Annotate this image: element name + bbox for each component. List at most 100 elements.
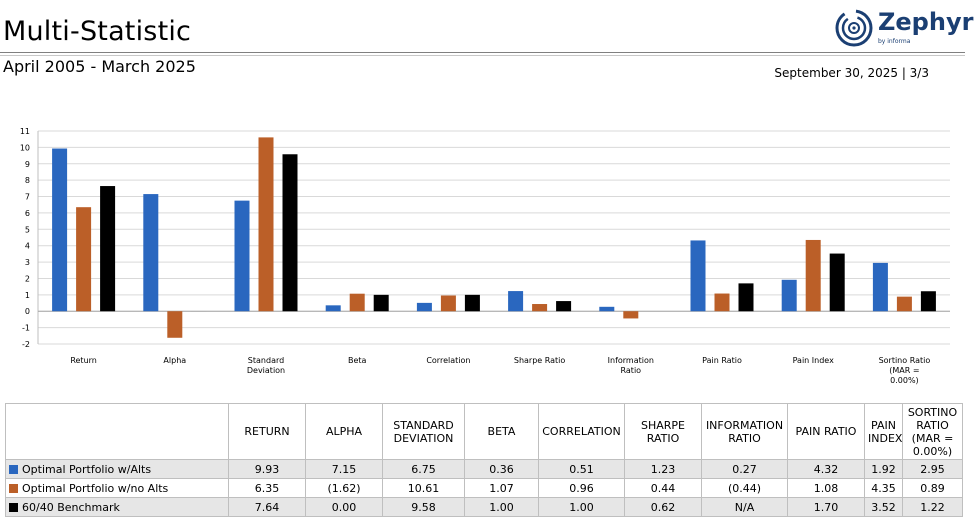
logo-subtitle: by informa (878, 38, 911, 45)
x-tick-label: Ratio (621, 366, 642, 375)
table-cell: 1.70 (787, 497, 865, 517)
table-cell: 9.93 (228, 459, 306, 479)
row-label: Optimal Portfolio w/Alts (5, 459, 229, 479)
x-tick-label: Information (608, 356, 654, 365)
y-tick-label: -2 (22, 340, 30, 349)
page-title: Multi-Statistic (3, 16, 192, 47)
statistics-table: RETURN ALPHA STANDARD DEVIATION BETA COR… (5, 403, 963, 517)
row-name: Optimal Portfolio w/no Alts (22, 481, 169, 495)
bar (258, 137, 274, 312)
table-row: 60/40 Benchmark 7.64 0.00 9.58 1.00 1.00… (5, 497, 963, 517)
bar (599, 306, 615, 312)
x-tick-label: Alpha (163, 356, 186, 365)
y-tick-label: 10 (20, 143, 30, 152)
report-date: September 30, 2025 | 3/3 (774, 66, 929, 80)
zephyr-logo: Zephyr by informa (834, 8, 973, 48)
column-header: PAIN RATIO (787, 403, 865, 460)
table-cell: 1.07 (464, 478, 539, 498)
bar (532, 304, 548, 312)
x-tick-label: Return (70, 356, 97, 365)
table-cell: 1.23 (624, 459, 702, 479)
y-tick-label: 2 (25, 274, 30, 283)
table-header-row: RETURN ALPHA STANDARD DEVIATION BETA COR… (5, 403, 963, 460)
bar (872, 262, 888, 312)
table-cell: N/A (701, 497, 788, 517)
table-cell: 6.75 (382, 459, 465, 479)
table-cell: 4.32 (787, 459, 865, 479)
x-tick-label: (MAR = (889, 366, 919, 375)
column-header: SHARPE RATIO (624, 403, 702, 460)
bar (282, 154, 298, 312)
table-cell: 0.51 (538, 459, 625, 479)
bar (896, 296, 912, 312)
y-tick-label: 5 (25, 225, 30, 234)
series-swatch (9, 483, 18, 493)
x-tick-label: Sharpe Ratio (514, 356, 566, 365)
y-tick-label: -1 (22, 324, 30, 333)
x-tick-label: Pain Ratio (702, 356, 742, 365)
table-cell: 6.35 (228, 478, 306, 498)
table-cell: 0.89 (902, 478, 963, 498)
table-cell: (0.44) (701, 478, 788, 498)
x-tick-label: Beta (348, 356, 367, 365)
bar (100, 186, 116, 312)
column-header: CORRELATION (538, 403, 625, 460)
table-cell: 1.22 (902, 497, 963, 517)
y-tick-label: 8 (25, 176, 30, 185)
table-row: Optimal Portfolio w/no Alts 6.35 (1.62) … (5, 478, 963, 498)
series-swatch (9, 464, 18, 474)
date-range: April 2005 - March 2025 (3, 57, 196, 76)
x-tick-label: Standard (248, 356, 284, 365)
table-cell: 9.58 (382, 497, 465, 517)
row-label: Optimal Portfolio w/no Alts (5, 478, 229, 498)
y-tick-label: 7 (25, 193, 30, 202)
bar (464, 294, 480, 312)
bar (349, 293, 365, 312)
column-header: ALPHA (305, 403, 383, 460)
y-tick-label: 11 (20, 127, 30, 136)
table-cell: 1.92 (864, 459, 903, 479)
row-name: Optimal Portfolio w/Alts (22, 462, 152, 476)
series-swatch (9, 502, 18, 512)
table-cell: 0.27 (701, 459, 788, 479)
bar (829, 253, 845, 312)
bar (373, 294, 389, 312)
table-corner-cell (5, 403, 229, 460)
table-cell: 1.00 (538, 497, 625, 517)
table-cell: 0.96 (538, 478, 625, 498)
bar (690, 240, 706, 312)
x-tick-label: Pain Index (793, 356, 834, 365)
header-rule-light (0, 55, 965, 56)
bar (508, 291, 524, 312)
bar (167, 311, 183, 338)
column-header: SORTINO RATIO (MAR = 0.00%) (902, 403, 963, 460)
table-cell: 7.15 (305, 459, 383, 479)
y-tick-label: 1 (25, 291, 30, 300)
table-cell: 0.00 (305, 497, 383, 517)
bar (143, 194, 159, 312)
bar (556, 301, 572, 312)
bar (623, 311, 639, 319)
zephyr-logo-icon (835, 9, 873, 47)
bar (738, 283, 754, 312)
x-tick-label: 0.00%) (890, 376, 919, 385)
x-tick-label: Sortino Ratio (879, 356, 931, 365)
y-tick-label: 3 (25, 258, 30, 267)
y-tick-label: 6 (25, 209, 30, 218)
bar (920, 291, 936, 312)
table-cell: 0.36 (464, 459, 539, 479)
table-cell: 7.64 (228, 497, 306, 517)
x-tick-label: Correlation (426, 356, 470, 365)
table-cell: 2.95 (902, 459, 963, 479)
bar (416, 302, 432, 312)
column-header: RETURN (228, 403, 306, 460)
table-cell: 1.08 (787, 478, 865, 498)
bar (714, 293, 730, 312)
table-cell: 0.44 (624, 478, 702, 498)
table-cell: 4.35 (864, 478, 903, 498)
table-cell: 3.52 (864, 497, 903, 517)
multi-statistic-chart: -2 -1 0 1 2 3 4 5 6 7 8 9 10 11 Return Alpha StandardDev… (20, 127, 950, 385)
logo-wordmark: Zephyr (878, 8, 974, 36)
bar (325, 305, 341, 312)
x-tick-label: Deviation (247, 366, 285, 375)
